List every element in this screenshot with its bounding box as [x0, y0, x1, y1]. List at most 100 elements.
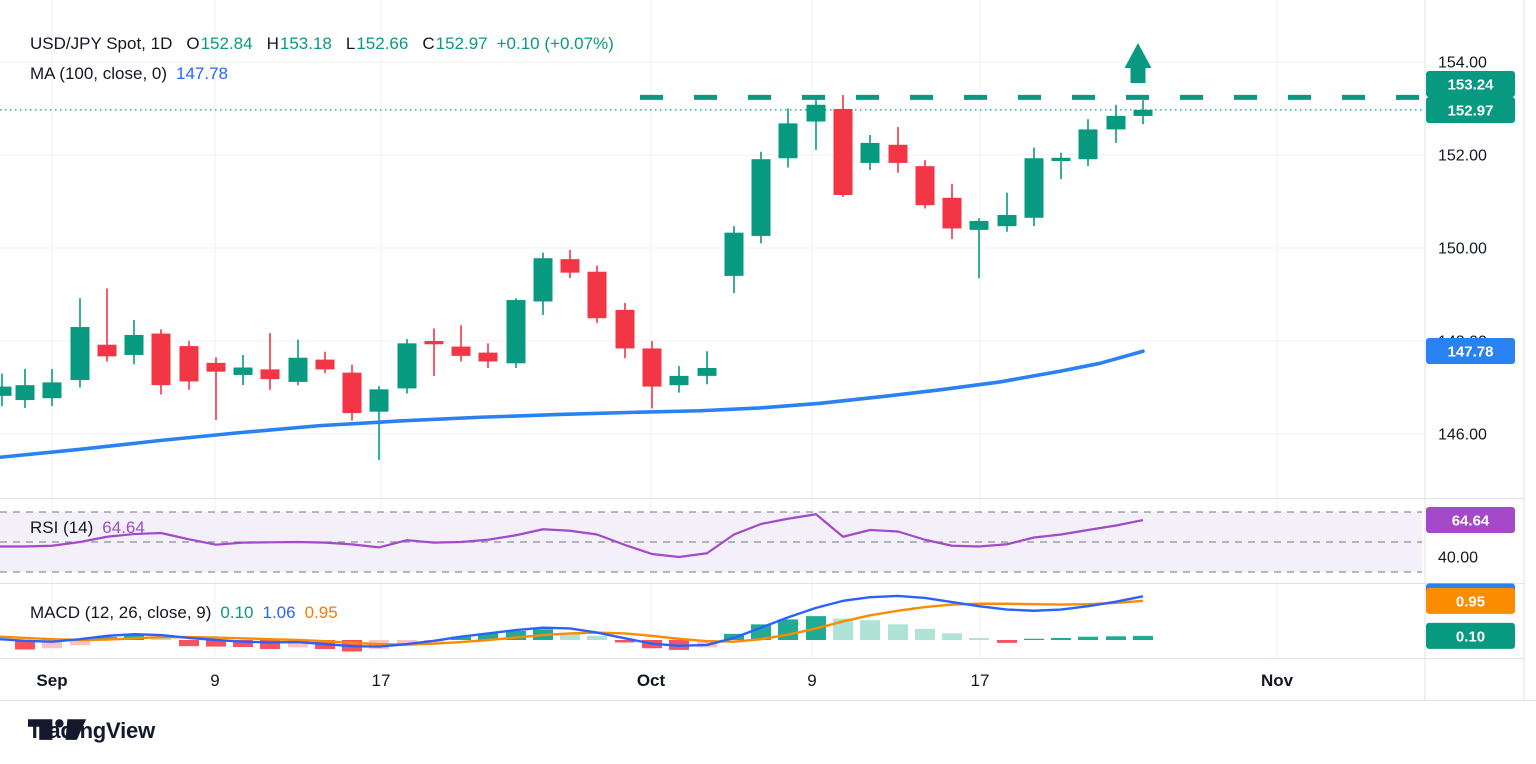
rsi-legend-label[interactable]: RSI (14): [30, 518, 94, 537]
candle-body: [260, 369, 280, 380]
candles[interactable]: [0, 95, 1153, 461]
macd-legend[interactable]: MACD (12, 26, close, 9) 0.10 1.06 0.95: [30, 602, 338, 624]
open-value: O 152.84: [186, 34, 253, 53]
symbol-title[interactable]: USD/JPY Spot, 1D: [30, 34, 173, 53]
candle-body: [997, 214, 1017, 227]
macd-histogram-bar: [42, 640, 62, 649]
candle-body: [1051, 157, 1071, 162]
macd-histogram-bar: [942, 633, 962, 640]
macd-histogram-bar: [288, 640, 308, 648]
candle-body: [315, 359, 335, 370]
candle-body: [669, 375, 689, 386]
candle-body: [1024, 158, 1044, 218]
macd-histogram-bar: [451, 636, 471, 640]
candle-body: [1106, 115, 1126, 130]
close-value: C 152.97: [422, 34, 488, 53]
candle-body: [642, 348, 662, 387]
candle-body: [397, 343, 417, 389]
macd-signal-value: 0.95: [304, 603, 338, 622]
rsi-legend[interactable]: RSI (14) 64.64: [30, 517, 145, 539]
candle-body: [1078, 129, 1098, 160]
tradingview-logo[interactable]: TradingView: [28, 718, 155, 744]
time-axis-label: Nov: [1261, 671, 1294, 690]
candle-body: [888, 144, 908, 163]
candle-body: [151, 333, 171, 386]
rsi-axis-label: 40.00: [1438, 550, 1478, 567]
macd-histogram-bar: [560, 632, 580, 640]
main-price-pane[interactable]: [0, 43, 1422, 461]
axis-badge-value: 147.78: [1448, 344, 1494, 361]
candle-body: [615, 309, 635, 349]
macd-histogram-bar: [888, 624, 908, 640]
axis-badge: [1426, 338, 1515, 364]
axis-badge-value: 0.10: [1456, 628, 1485, 645]
ma-100-line[interactable]: [0, 349, 1145, 460]
macd-pane[interactable]: [0, 594, 1153, 652]
macd-histogram-bar: [1051, 637, 1071, 640]
macd-histogram-bar: [506, 630, 526, 640]
axis-badge-value: 152.97: [1448, 103, 1494, 120]
axis-badge: [1426, 97, 1515, 123]
candle-body: [424, 341, 444, 345]
macd-histogram-bar: [124, 634, 144, 640]
tradingview-logo-icon: [28, 719, 87, 740]
time-axis[interactable]: Sep 9 17 Oct 9 17 Nov: [36, 671, 1293, 690]
candle-body: [833, 108, 853, 195]
low-value: L 152.66: [345, 34, 409, 53]
candle-body: [724, 232, 744, 276]
macd-histogram-bar: [478, 633, 498, 640]
price-axis-label: 154.00: [1438, 55, 1487, 72]
candle-body: [506, 300, 526, 364]
rsi-band: [0, 511, 1422, 573]
candle-body: [751, 159, 771, 236]
time-axis-label: Oct: [637, 671, 666, 690]
macd-histogram-bar: [997, 640, 1017, 643]
candle-body: [369, 389, 389, 412]
macd-histogram-bar: [1078, 636, 1098, 640]
price-axis-label: 150.00: [1438, 241, 1487, 258]
candle-body: [124, 334, 144, 355]
candle-body: [587, 271, 607, 319]
candle-body: [915, 166, 935, 206]
candle-body: [97, 344, 117, 357]
candle-body: [1133, 109, 1153, 116]
macd-histogram-bar: [15, 640, 35, 650]
rsi-pane[interactable]: [0, 513, 1144, 559]
ma-legend-label[interactable]: MA (100, close, 0): [30, 64, 168, 83]
macd-histogram-bar: [1024, 638, 1044, 640]
rsi-legend-value: 64.64: [102, 518, 145, 537]
candle-body: [697, 367, 717, 376]
candle-body: [560, 259, 580, 273]
axis-badge-value: 153.24: [1448, 77, 1495, 94]
time-axis-label: 17: [372, 671, 391, 690]
macd-histogram-bar: [70, 640, 90, 646]
ma-legend[interactable]: MA (100, close, 0) 147.78: [30, 63, 228, 85]
candle-body: [233, 367, 253, 375]
axis-badge: [1426, 507, 1515, 534]
macd-histogram-bar: [151, 636, 171, 640]
symbol-legend[interactable]: USD/JPY Spot, 1D O 152.84 H 153.18 L 152.66…: [30, 33, 614, 55]
macd-histogram-bar: [615, 640, 635, 643]
macd-histogram-bar: [1133, 635, 1153, 640]
macd-histogram-bar: [233, 640, 253, 648]
pane-separators: [0, 0, 1536, 701]
up-arrow-icon[interactable]: [1124, 43, 1152, 83]
candle-body: [179, 346, 199, 382]
macd-legend-label[interactable]: MACD (12, 26, close, 9): [30, 603, 212, 622]
candle-body: [969, 221, 989, 230]
macd-histogram-bar: [179, 640, 199, 647]
time-axis-label: 9: [807, 671, 816, 690]
axis-badge: [1426, 587, 1515, 614]
candle-body: [15, 385, 35, 401]
candle-body: [860, 142, 880, 163]
price-axis-label: 152.00: [1438, 148, 1487, 165]
candle-body: [288, 357, 308, 382]
macd-histogram-bar: [751, 624, 771, 640]
candle-body: [806, 104, 826, 122]
axis-badge-value: 64.64: [1452, 513, 1490, 530]
time-axis-label: 9: [210, 671, 219, 690]
